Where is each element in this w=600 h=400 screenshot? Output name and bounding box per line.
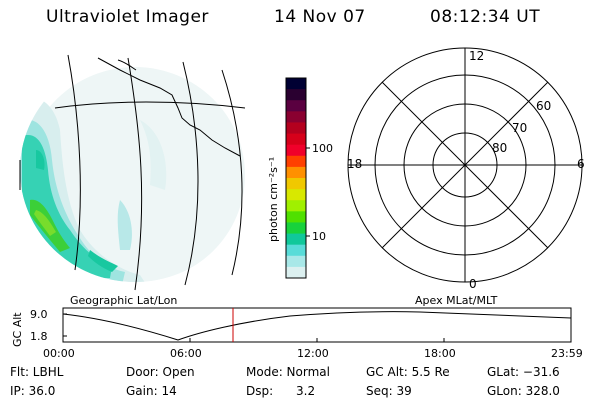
lat-label-80: 80 bbox=[492, 141, 507, 155]
map-disk-background bbox=[25, 67, 245, 282]
time-label: 08:12:34 UT bbox=[430, 7, 541, 27]
colorbar-tick-label-100: 100 bbox=[312, 142, 333, 155]
map-coastline bbox=[97, 57, 241, 157]
dsp-info: Dsp: 3.2 bbox=[246, 384, 316, 398]
ip-info: IP: 36.0 bbox=[10, 384, 56, 398]
colorbar-cell bbox=[286, 155, 306, 168]
geographic-latitude-info: GLat: −31.6 bbox=[487, 365, 560, 379]
mlt-label-18: 18 bbox=[347, 157, 362, 171]
instrument-title: Ultraviolet Imager bbox=[46, 7, 209, 27]
mlt-label-12: 12 bbox=[469, 49, 484, 63]
colorbar-cell bbox=[286, 89, 306, 101]
altitude-xtick-label-1200: 12:00 bbox=[297, 347, 329, 360]
polar-diagonal bbox=[381, 81, 549, 249]
colorbar-cell bbox=[286, 222, 306, 235]
colorbar: 100 10 photon cm⁻²s⁻¹ bbox=[267, 77, 333, 279]
altitude-ylabel: GC Alt bbox=[11, 312, 24, 347]
altitude-xtick-label-0600: 06:00 bbox=[170, 347, 202, 360]
colorbar-cell bbox=[286, 133, 306, 146]
lat-label-60: 60 bbox=[536, 99, 551, 113]
map-parallel bbox=[54, 101, 246, 109]
colorbar-cell bbox=[286, 166, 306, 179]
colorbar-cell bbox=[286, 244, 306, 257]
date-label: 14 Nov 07 bbox=[274, 7, 366, 27]
mode-info: Mode: Normal bbox=[246, 365, 330, 379]
altitude-plot-frame bbox=[62, 307, 572, 343]
altitude-xtick-label-0000: 00:00 bbox=[43, 347, 75, 360]
apex-panel-label: Apex MLat/MLT bbox=[415, 294, 498, 307]
colorbar-cell bbox=[286, 178, 306, 190]
polar-plot bbox=[347, 47, 583, 283]
altitude-xtick-label-1800: 18:00 bbox=[424, 347, 456, 360]
lat-label-70: 70 bbox=[512, 121, 527, 135]
colorbar-frame bbox=[285, 77, 307, 279]
geographic-map bbox=[19, 54, 246, 291]
map-coastline-fragment bbox=[117, 59, 137, 71]
altitude-ytick-label-9: 9.0 bbox=[30, 308, 48, 321]
mlt-label-6: 6 bbox=[577, 157, 585, 171]
altitude-xtick-label-2359: 23:59 bbox=[551, 347, 583, 360]
door-info: Door: Open bbox=[126, 365, 195, 379]
mlt-label-0: 0 bbox=[469, 277, 477, 291]
colorbar-tick-label-10: 10 bbox=[312, 230, 326, 243]
geographic-panel-label: Geographic Lat/Lon bbox=[70, 294, 177, 307]
map-meridians bbox=[67, 54, 243, 291]
colorbar-cell bbox=[286, 233, 306, 246]
colorbar-cell bbox=[286, 122, 306, 135]
sequence-info: Seq: 39 bbox=[366, 384, 412, 398]
colorbar-cell bbox=[286, 100, 306, 112]
colorbar-cell bbox=[286, 200, 306, 212]
altitude-curve bbox=[62, 311, 572, 341]
altitude-plot: 9.0 1.8 GC Alt 00:00 06:00 12:00 18:00 2… bbox=[11, 307, 583, 360]
colorbar-cell bbox=[286, 255, 306, 268]
altitude-ytick-label-1-8: 1.8 bbox=[30, 330, 48, 343]
colorbar-cell bbox=[286, 144, 306, 157]
colorbar-cell bbox=[286, 266, 306, 279]
gc-altitude-info: GC Alt: 5.5 Re bbox=[366, 365, 450, 379]
colorbar-unit-label: photon cm⁻²s⁻¹ bbox=[267, 157, 280, 242]
geographic-longitude-info: GLon: 328.0 bbox=[487, 384, 560, 398]
colorbar-cell bbox=[286, 111, 306, 123]
colorbar-cells bbox=[286, 78, 306, 279]
colorbar-cell bbox=[286, 189, 306, 201]
colorbar-cell bbox=[286, 211, 306, 223]
colorbar-cell bbox=[286, 78, 306, 90]
gain-info: Gain: 14 bbox=[126, 384, 177, 398]
filter-info: Flt: LBHL bbox=[10, 365, 64, 379]
